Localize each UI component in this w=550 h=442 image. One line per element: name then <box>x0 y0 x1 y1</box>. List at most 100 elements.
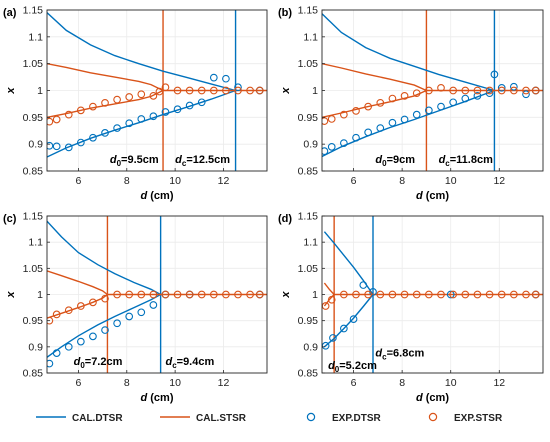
y-tick-label: 0.85 <box>298 166 319 178</box>
exp-dtsr-point <box>437 102 445 111</box>
legend-item-exp-dtsr: EXP.DTSR <box>306 412 381 424</box>
exp-stsr-point <box>322 117 329 125</box>
exp-stsr-point <box>376 98 385 107</box>
exp-stsr-point <box>449 86 457 95</box>
cal-dtsr-lower-line <box>47 89 236 158</box>
exp-stsr-point <box>364 290 372 299</box>
panel-label: (c) <box>3 213 17 225</box>
panel-1: d0=9cm dc=11.8cm 6 8 10 12 0.85 0.9 0.95 1 1.05 1.1… <box>278 5 544 202</box>
x-tick-label: 10 <box>445 175 457 187</box>
exp-dtsr-point <box>209 73 218 82</box>
cal-stsr-lower-line <box>47 89 164 118</box>
exp-dtsr-point <box>359 281 368 289</box>
panels: d0=9.5cm dc=12.5cm 6 8 10 12 0.85 0.9 0.95 1 1.05 1… <box>3 5 544 404</box>
exp-stsr-point <box>89 298 97 307</box>
exp-stsr-point <box>327 115 336 123</box>
exp-stsr-point <box>209 86 218 95</box>
cal-dtsr-upper-line <box>47 12 236 92</box>
cal-dtsr-upper-line <box>322 13 495 92</box>
exp-stsr-point <box>161 290 170 299</box>
exp-dtsr-point <box>125 119 134 128</box>
exp-stsr-point <box>400 92 409 100</box>
series-layer <box>47 10 267 171</box>
exp-stsr-point <box>327 295 336 304</box>
exp-dtsr-point <box>113 124 121 132</box>
exp-dtsr-point <box>101 129 109 137</box>
exp-dtsr-point <box>52 142 61 151</box>
x-axis-label: d (cm) <box>140 190 173 202</box>
x-tick-label: 10 <box>169 175 181 187</box>
exp-stsr-point <box>400 290 409 299</box>
x-tick-label: 12 <box>218 377 230 389</box>
exp-stsr-point <box>125 93 134 101</box>
exp-stsr-point <box>246 86 254 95</box>
exp-dtsr-point <box>388 118 397 127</box>
y-tick-label: 1.1 <box>303 237 318 249</box>
y-tick-label: 0.95 <box>23 112 44 124</box>
exp-dtsr-point <box>173 105 182 114</box>
x-axis-label: d (cm) <box>140 392 173 404</box>
exp-dtsr-point <box>461 94 470 103</box>
legend: CAL.DTSR CAL.STSR EXP.DTSR EXP.STSR <box>36 412 503 424</box>
exp-dtsr-point <box>376 124 385 132</box>
y-axis-label: x <box>280 291 292 299</box>
y-tick-label: 1.05 <box>23 58 44 70</box>
exp-stsr-point <box>64 110 73 119</box>
annotation: dc=6.8cm <box>375 347 424 361</box>
exp-dtsr-point <box>137 115 146 123</box>
exp-stsr-point <box>64 306 73 315</box>
y-tick-label: 0.9 <box>303 341 318 353</box>
exp-dtsr-point <box>234 83 242 92</box>
exp-stsr-point <box>155 87 164 96</box>
exp-stsr-point <box>113 95 121 104</box>
panel-label: (a) <box>3 7 17 19</box>
cal-stsr-upper-line <box>322 63 427 92</box>
exp-stsr-point <box>222 290 230 299</box>
exp-dtsr-point <box>322 147 329 155</box>
exp-stsr-point <box>125 290 134 299</box>
exp-stsr-point <box>388 94 397 103</box>
exp-dtsr-point <box>137 308 146 317</box>
exp-stsr-point <box>137 290 146 299</box>
exp-dtsr-point <box>64 143 73 152</box>
exp-dtsr-point <box>222 74 230 83</box>
y-tick-label: 0.95 <box>23 315 44 327</box>
exp-dtsr-point <box>329 334 337 342</box>
exp-stsr-point <box>497 86 506 95</box>
cal-dtsr-upper-line <box>323 231 374 295</box>
exp-dtsr-point <box>412 110 421 119</box>
exp-dtsr-point <box>349 315 358 323</box>
exp-dtsr-point <box>510 82 518 91</box>
legend-marker-swatch <box>428 412 438 422</box>
x-tick-label: 8 <box>124 377 130 389</box>
y-axis-label: x <box>280 87 292 95</box>
exp-stsr-point <box>101 294 109 303</box>
exp-dtsr-point <box>446 290 455 299</box>
exp-stsr-point <box>522 86 530 95</box>
exp-stsr-point <box>161 83 170 92</box>
exp-dtsr-point <box>473 92 482 100</box>
exp-stsr-point <box>52 115 61 124</box>
exp-dtsr-point <box>425 106 433 115</box>
exp-dtsr-point <box>149 301 158 309</box>
exp-dtsr-point <box>340 139 348 147</box>
exp-stsr-point <box>234 86 242 95</box>
cal-dtsr-lower-line <box>47 293 161 358</box>
legend-marker-swatch <box>306 412 316 422</box>
y-tick-label: 0.85 <box>23 166 44 178</box>
exp-dtsr-point <box>185 101 194 110</box>
exp-stsr-point <box>246 290 254 299</box>
exp-dtsr-point <box>364 128 372 137</box>
y-axis-label: x <box>5 87 17 95</box>
exp-stsr-point <box>137 90 146 99</box>
exp-stsr-point <box>185 290 194 299</box>
exp-stsr-point <box>510 290 518 299</box>
exp-dtsr-point <box>89 332 97 341</box>
series-layer <box>322 216 543 373</box>
annotation: d0=9cm <box>375 154 415 168</box>
exp-stsr-point <box>149 92 158 100</box>
annotation: dc=11.8cm <box>439 154 494 168</box>
cal-dtsr-lower-line <box>322 89 495 158</box>
exp-stsr-point <box>522 290 530 299</box>
annotation: d0=7.2cm <box>74 356 123 370</box>
